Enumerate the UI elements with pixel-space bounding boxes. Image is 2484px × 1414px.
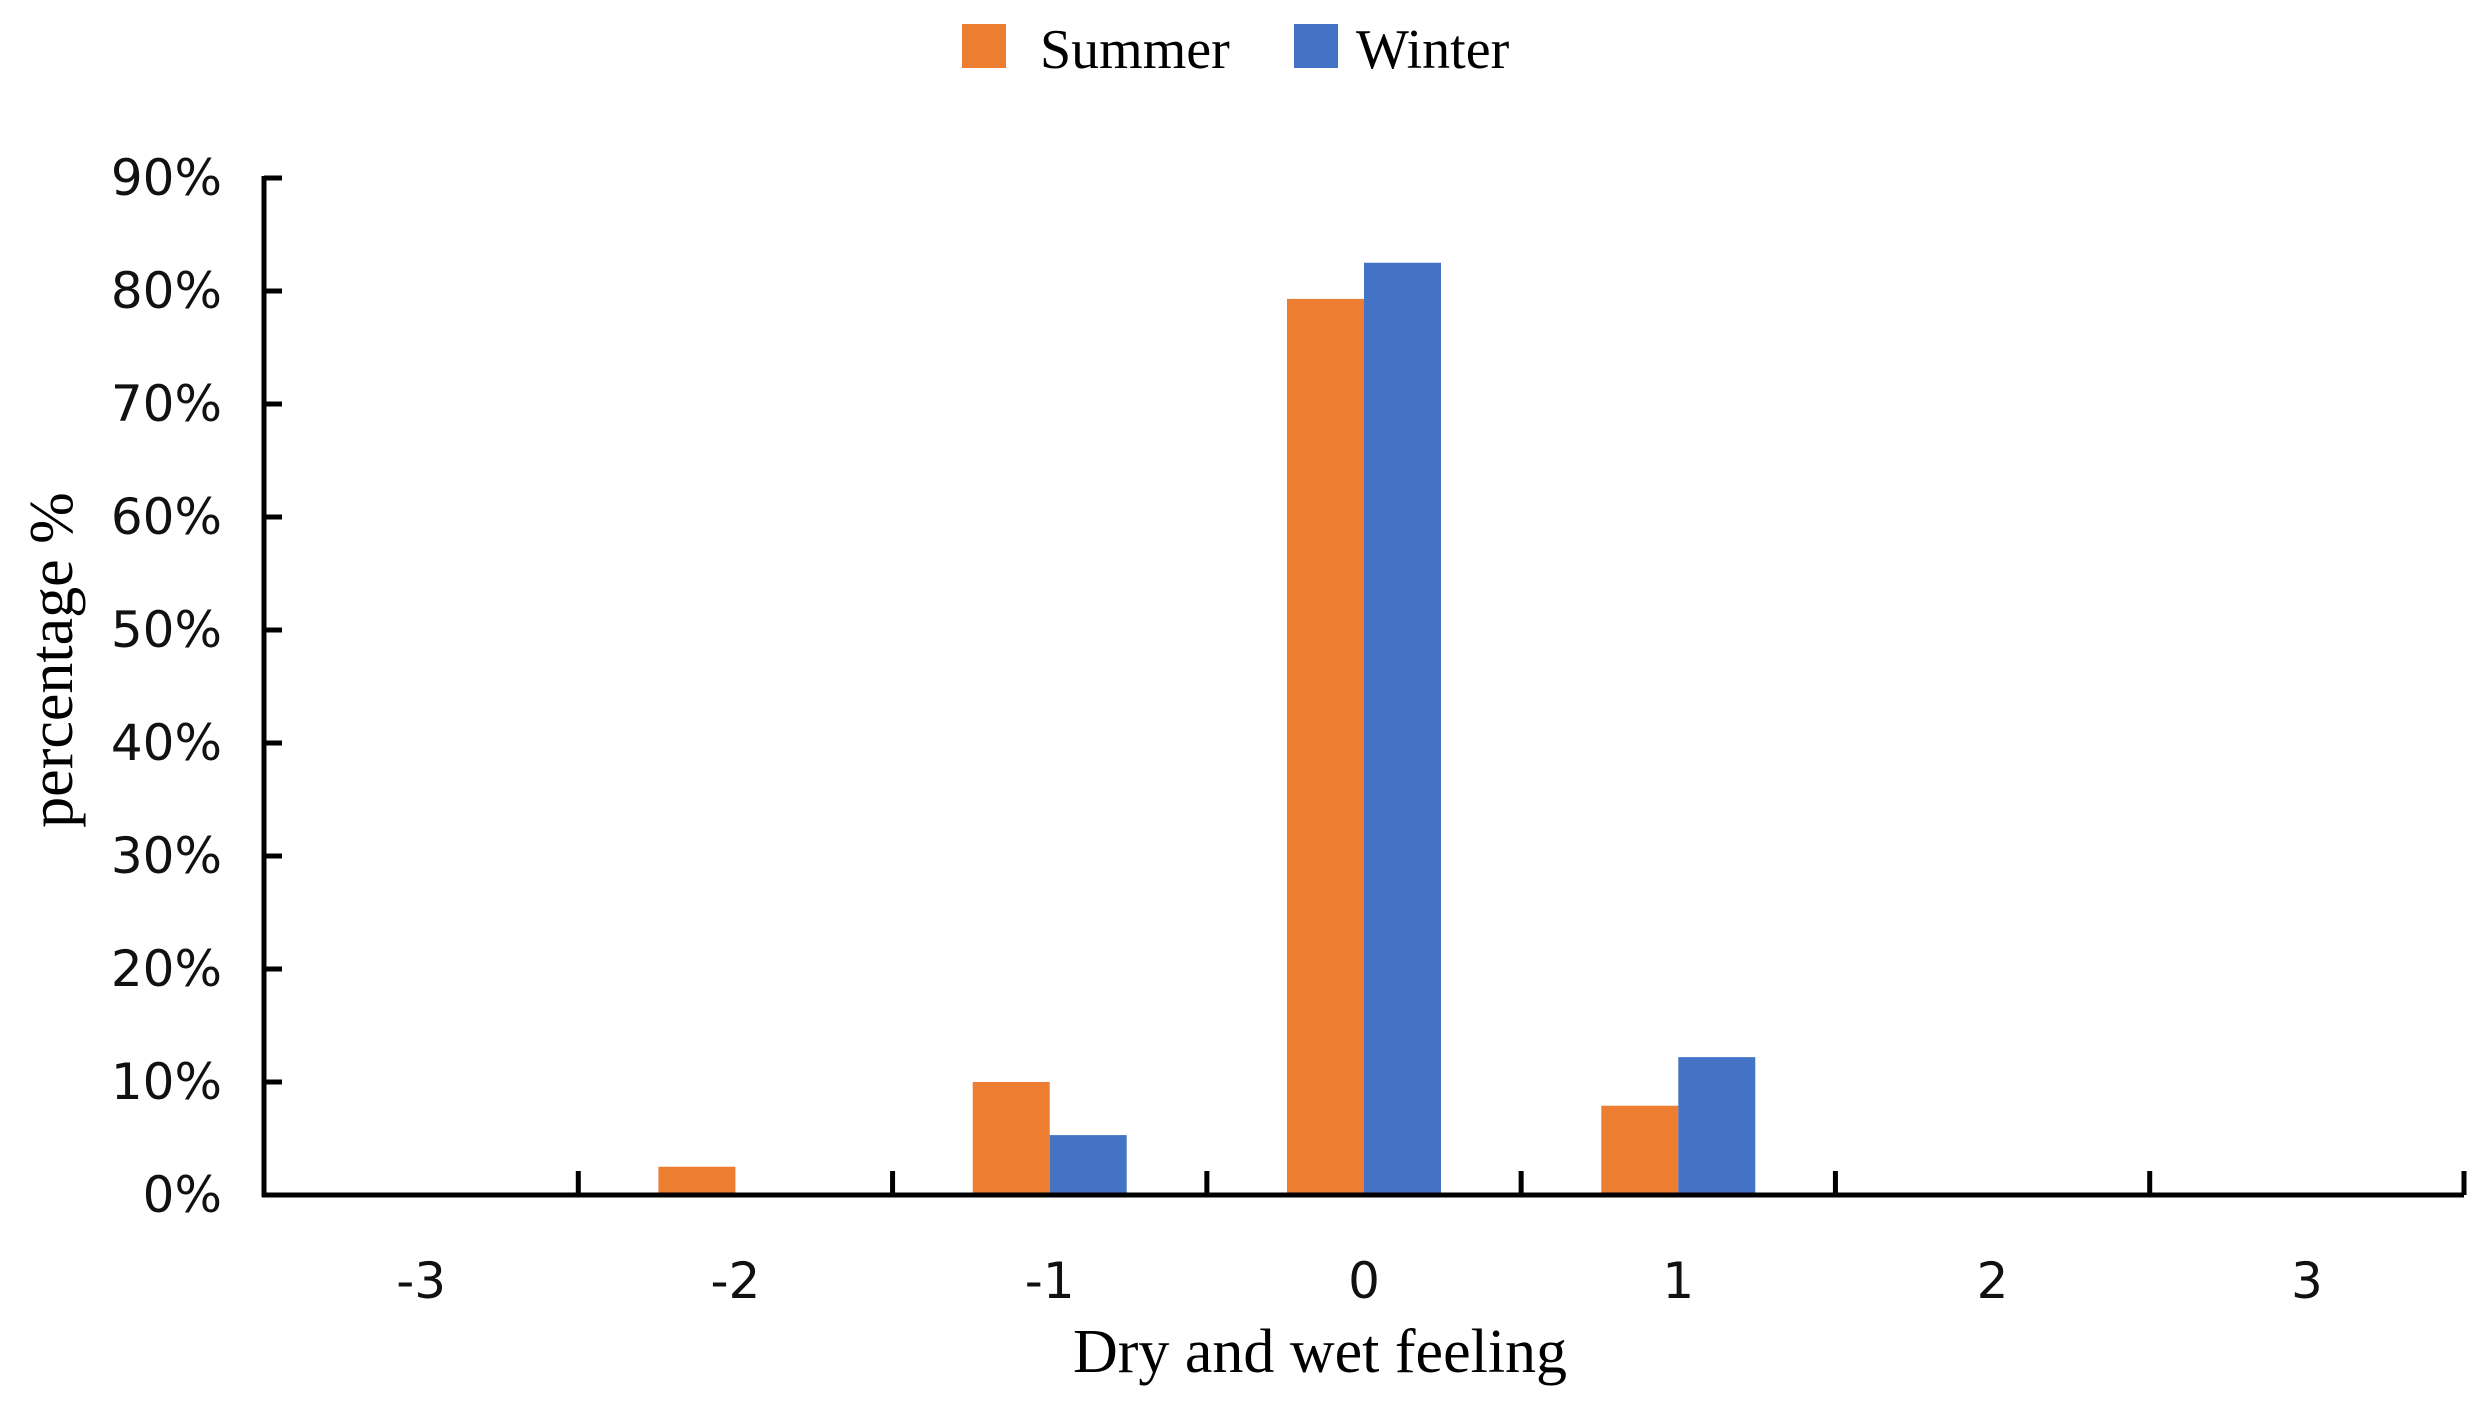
legend-swatch-winter: [1294, 24, 1338, 68]
y-tick-label: 0%: [143, 1166, 222, 1224]
x-tick-label: 2: [1977, 1252, 2009, 1310]
bar-summer-1: [1601, 1105, 1679, 1195]
y-tick-label: 70%: [111, 375, 222, 433]
bar-winter--1: [1049, 1135, 1127, 1195]
y-tick-label: 10%: [111, 1053, 222, 1111]
y-axis-title: percentage %: [18, 492, 86, 828]
y-tick-label: 40%: [111, 714, 222, 772]
legend: Summer Winter: [962, 19, 1510, 81]
x-tick-label: 1: [1662, 1252, 1694, 1310]
axes: [261, 176, 2464, 1198]
legend-swatch-summer: [962, 24, 1006, 68]
legend-label-winter: Winter: [1356, 19, 1510, 81]
x-axis-ticks: -3 -2 -1 0 1 2 3: [396, 1171, 2467, 1310]
bar-summer--2: [658, 1166, 736, 1195]
legend-label-summer: Summer: [1040, 19, 1230, 81]
x-axis-title: Dry and wet feeling: [1073, 1318, 1567, 1386]
y-tick-label: 60%: [111, 488, 222, 546]
bars: [658, 262, 1756, 1195]
y-tick-label: 80%: [111, 262, 222, 320]
y-tick-label: 90%: [111, 149, 222, 207]
bar-winter-1: [1678, 1057, 1756, 1195]
x-tick-label: 3: [2291, 1252, 2323, 1310]
y-tick-label: 30%: [111, 827, 222, 885]
bar-winter-0: [1364, 262, 1441, 1195]
x-tick-label: -2: [710, 1252, 760, 1310]
x-tick-label: -3: [396, 1252, 446, 1310]
y-axis-ticks: 0% 10% 20% 30% 40% 50% 60% 70% 80% 90%: [111, 149, 282, 1224]
y-tick-label: 50%: [111, 601, 222, 659]
x-tick-label: -1: [1025, 1252, 1075, 1310]
y-tick-label: 20%: [111, 940, 222, 998]
x-tick-label: 0: [1348, 1252, 1380, 1310]
bar-summer--1: [972, 1082, 1050, 1195]
bar-summer-0: [1287, 298, 1364, 1195]
